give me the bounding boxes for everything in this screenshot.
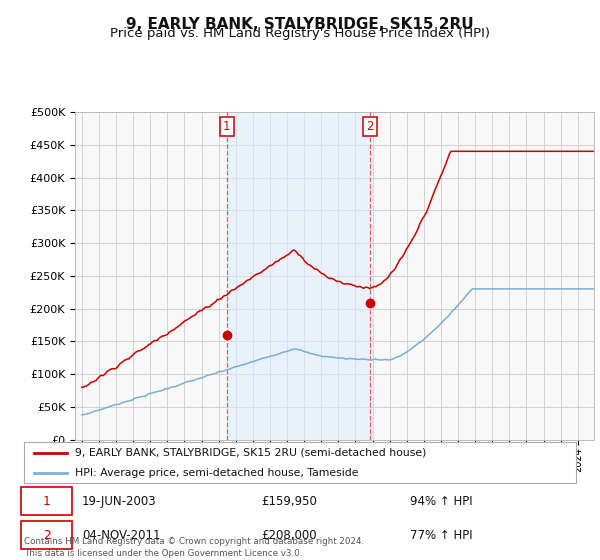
Text: 9, EARLY BANK, STALYBRIDGE, SK15 2RU: 9, EARLY BANK, STALYBRIDGE, SK15 2RU (126, 17, 474, 32)
Text: HPI: Average price, semi-detached house, Tameside: HPI: Average price, semi-detached house,… (75, 468, 358, 478)
Text: £159,950: £159,950 (262, 494, 317, 508)
Text: 2: 2 (366, 120, 374, 133)
Text: Price paid vs. HM Land Registry's House Price Index (HPI): Price paid vs. HM Land Registry's House … (110, 27, 490, 40)
Text: 77% ↑ HPI: 77% ↑ HPI (410, 529, 473, 542)
Text: 19-JUN-2003: 19-JUN-2003 (82, 494, 157, 508)
Text: 04-NOV-2011: 04-NOV-2011 (82, 529, 160, 542)
Text: 9, EARLY BANK, STALYBRIDGE, SK15 2RU (semi-detached house): 9, EARLY BANK, STALYBRIDGE, SK15 2RU (se… (75, 448, 426, 458)
Text: Contains HM Land Registry data © Crown copyright and database right 2024.
This d: Contains HM Land Registry data © Crown c… (24, 537, 364, 558)
Text: 1: 1 (223, 120, 230, 133)
Text: £208,000: £208,000 (262, 529, 317, 542)
Text: 2: 2 (43, 529, 50, 542)
FancyBboxPatch shape (21, 521, 72, 549)
FancyBboxPatch shape (21, 487, 72, 515)
Text: 94% ↑ HPI: 94% ↑ HPI (410, 494, 473, 508)
Text: 1: 1 (43, 494, 50, 508)
Bar (227, 112, 370, 440)
